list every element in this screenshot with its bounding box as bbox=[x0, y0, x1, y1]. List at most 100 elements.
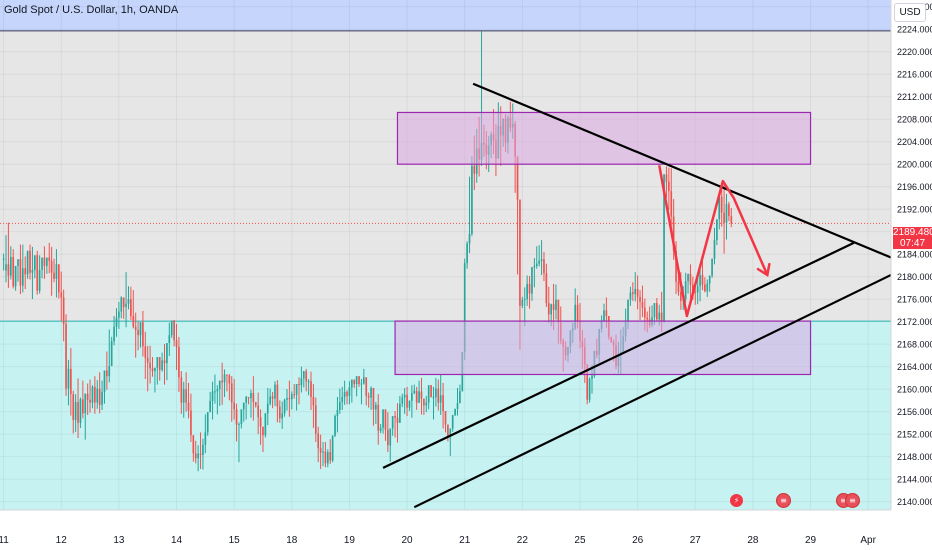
candle-body bbox=[547, 303, 550, 315]
candle-body bbox=[209, 400, 211, 413]
candle-body bbox=[106, 370, 108, 377]
candle-body bbox=[259, 417, 262, 427]
candle-body bbox=[86, 393, 89, 400]
candle-body bbox=[389, 428, 392, 446]
candle-body bbox=[91, 386, 94, 403]
candle-body bbox=[706, 283, 709, 292]
zone-rectangle bbox=[394, 320, 812, 376]
candle-body bbox=[7, 264, 10, 276]
time-tick-label: 14 bbox=[171, 535, 183, 546]
time-axis-background bbox=[0, 510, 891, 550]
candle-body bbox=[456, 403, 459, 409]
candle-body bbox=[283, 399, 286, 414]
candle-body bbox=[151, 368, 154, 372]
candle-body bbox=[468, 233, 471, 244]
candle-body bbox=[170, 320, 173, 336]
price-tick-label: 2144.000 bbox=[897, 475, 932, 485]
candle-body bbox=[269, 396, 272, 404]
price-tick-label: 2196.000 bbox=[897, 182, 932, 192]
candle-body bbox=[641, 301, 644, 308]
candle-body bbox=[233, 402, 235, 410]
candle-body bbox=[264, 413, 267, 436]
lightning-event-icon[interactable]: ⚡ bbox=[730, 494, 743, 507]
candle-body bbox=[67, 368, 70, 389]
candle-body bbox=[713, 240, 716, 259]
candle-body bbox=[300, 378, 303, 386]
candle-body bbox=[372, 387, 375, 410]
price-tick-label: 2224.000 bbox=[897, 25, 932, 35]
candle-body bbox=[699, 274, 701, 287]
candle-body bbox=[317, 433, 320, 449]
candle-body bbox=[728, 204, 730, 216]
candle-body bbox=[21, 268, 24, 286]
time-tick-label: 18 bbox=[286, 535, 298, 546]
candle-body bbox=[435, 388, 437, 397]
candle-body bbox=[72, 394, 75, 421]
candle-body bbox=[276, 384, 279, 407]
candle-body bbox=[45, 257, 48, 266]
candle-body bbox=[692, 284, 694, 292]
candle-body bbox=[57, 264, 60, 293]
currency-button[interactable]: USD bbox=[894, 3, 926, 22]
candle-body bbox=[252, 393, 255, 403]
candle-body bbox=[53, 272, 55, 279]
candle-body bbox=[266, 403, 269, 414]
candle-body bbox=[545, 273, 548, 304]
candle-body bbox=[701, 274, 704, 285]
time-tick-label: 12 bbox=[56, 535, 68, 546]
price-tick-label: 2180.000 bbox=[897, 272, 932, 282]
candle-body bbox=[146, 357, 149, 363]
price-tick-label: 2216.000 bbox=[897, 70, 932, 80]
candle-body bbox=[50, 260, 53, 273]
candle-body bbox=[70, 368, 72, 395]
candle-body bbox=[187, 402, 190, 411]
time-tick-label: 25 bbox=[574, 535, 586, 546]
candle-body bbox=[430, 385, 432, 397]
candle-body bbox=[663, 174, 665, 322]
candle-body bbox=[447, 424, 449, 436]
candle-body bbox=[403, 394, 406, 398]
candle-body bbox=[310, 381, 312, 397]
price-tick-label: 2168.000 bbox=[897, 340, 932, 350]
us-flag-event-icon[interactable]: ≡ bbox=[776, 493, 791, 508]
candle-body bbox=[24, 268, 27, 275]
candle-body bbox=[278, 406, 281, 419]
price-tick-label: 2160.000 bbox=[897, 385, 932, 395]
projection-arrowhead bbox=[756, 262, 771, 277]
candle-body bbox=[94, 386, 96, 403]
candle-body bbox=[60, 292, 63, 298]
middle-zone bbox=[0, 30, 891, 322]
candle-body bbox=[96, 388, 99, 403]
candle-body bbox=[149, 362, 151, 369]
candle-body bbox=[677, 281, 680, 292]
candle-body bbox=[2, 258, 5, 260]
candle-body bbox=[408, 400, 411, 408]
candle-body bbox=[82, 399, 84, 414]
candle-body bbox=[204, 432, 207, 445]
candle-body bbox=[17, 259, 19, 266]
candle-body bbox=[694, 291, 697, 293]
candle-body bbox=[122, 297, 125, 308]
candle-body bbox=[257, 405, 260, 418]
symbol-title: Gold Spot / U.S. Dollar, 1h, OANDA bbox=[4, 4, 179, 16]
candle-body bbox=[425, 402, 428, 406]
upper-zone bbox=[0, 0, 891, 31]
us-flag-event-icon[interactable]: ≡ bbox=[845, 493, 860, 508]
time-tick-label: 19 bbox=[344, 535, 356, 546]
candle-body bbox=[723, 212, 725, 223]
candle-body bbox=[466, 243, 468, 264]
candle-body bbox=[324, 451, 327, 464]
candle-body bbox=[627, 299, 629, 322]
candle-body bbox=[387, 429, 389, 446]
candle-body bbox=[375, 404, 377, 410]
candle-body bbox=[41, 257, 43, 270]
candle-body bbox=[444, 411, 447, 425]
candle-body bbox=[158, 357, 161, 370]
candle-body bbox=[411, 393, 413, 401]
candle-body bbox=[211, 391, 214, 401]
candle-body bbox=[48, 257, 51, 261]
candle-body bbox=[228, 375, 231, 384]
time-tick-label: 15 bbox=[229, 535, 241, 546]
